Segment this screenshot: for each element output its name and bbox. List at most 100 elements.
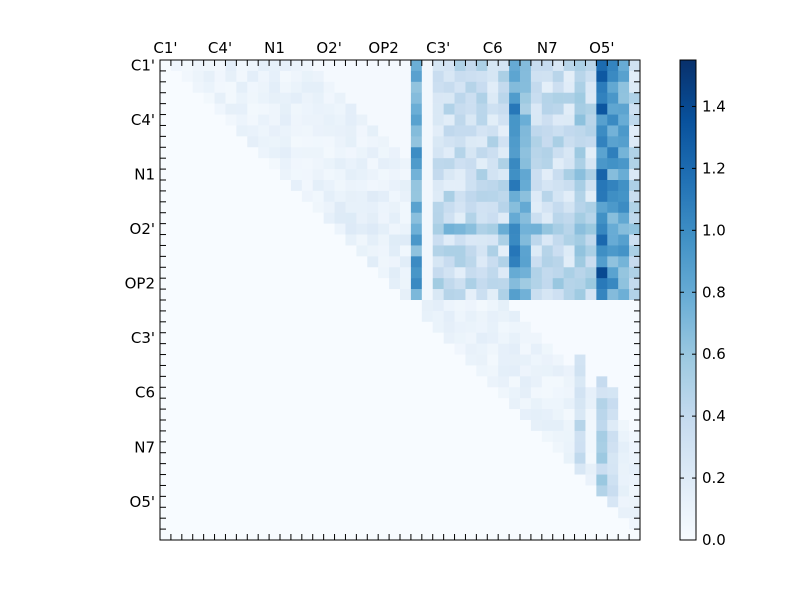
heatmap-cell [269,507,281,519]
heatmap-cell [203,289,215,301]
heatmap-cell [301,420,314,432]
heatmap-cell [596,70,608,83]
heatmap-cell [400,398,412,410]
heatmap-cell [280,310,292,323]
heatmap-cell [192,398,204,410]
heatmap-cell [509,289,521,301]
heatmap-cell [454,354,466,366]
heatmap-cell [225,212,237,224]
heatmap-cell [552,463,564,475]
x-tick-labels: C1' C4' N1 O2' OP2 C3' C6 N7 O5' [153,39,614,57]
heatmap-cell [421,321,434,334]
heatmap-cell [476,430,488,443]
heatmap-cell [269,529,281,541]
heatmap-cell [378,289,390,301]
y-tick-label: O5' [130,493,155,511]
heatmap-cell [530,507,543,519]
heatmap-cell [258,289,270,301]
heatmap-cell [378,441,390,454]
heatmap-cell [269,234,281,246]
heatmap-cell [454,169,466,181]
heatmap-cell [618,147,630,159]
heatmap-cell [498,420,510,432]
heatmap-cell [334,147,346,159]
heatmap-cell [530,190,543,203]
heatmap-cell [443,212,455,224]
heatmap-cell [334,430,346,443]
heatmap-cell [432,180,444,192]
heatmap-cell [312,387,324,399]
heatmap-cell [378,398,390,410]
heatmap-cell [192,343,204,355]
heatmap-cell [607,136,619,148]
heatmap-cell [400,70,412,83]
heatmap-cell [236,300,248,312]
heatmap-cell [160,125,172,137]
heatmap-cell [345,463,357,475]
heatmap-cell [530,343,543,355]
heatmap-cell [410,452,423,464]
heatmap-cell [258,256,270,268]
heatmap-cell [400,310,412,323]
heatmap-cell [498,365,510,377]
heatmap-cell [356,365,368,377]
heatmap-cell [247,420,259,432]
heatmap-cell [192,70,204,83]
y-tick-label: C4' [131,111,155,129]
heatmap-cell [334,496,346,508]
heatmap-cell [290,114,303,126]
heatmap-cell [181,529,194,541]
heatmap-cell [378,267,390,279]
heatmap-cell [378,125,390,137]
heatmap-cell [323,267,335,279]
heatmap-cell [498,70,510,83]
heatmap-cell [312,354,324,366]
heatmap-cell [367,147,379,159]
heatmap-cell [629,332,641,344]
heatmap-cell [258,365,270,377]
heatmap-cell [530,441,543,454]
heatmap-cell [258,409,270,421]
heatmap-cell [367,474,379,486]
heatmap-cell [225,485,237,497]
heatmap-cell [356,190,368,203]
heatmap-cell [574,518,586,530]
heatmap-cell [192,147,204,159]
heatmap-cell [454,103,466,115]
heatmap-cell [618,180,630,192]
heatmap-cell [629,387,641,399]
heatmap-cell [214,278,226,290]
heatmap-cell [410,354,423,366]
heatmap-cell [378,70,390,83]
heatmap-cell [367,398,379,410]
heatmap-cell [585,70,597,83]
heatmap-cell [356,223,368,235]
heatmap-cell [541,125,554,137]
heatmap-cell [607,474,619,486]
heatmap-cell [498,158,510,170]
heatmap-cell [421,103,434,115]
heatmap-cell [421,430,434,443]
heatmap-cell [192,300,204,312]
heatmap-cell [203,441,215,454]
heatmap-cell [160,103,172,115]
heatmap-cell [563,81,575,94]
heatmap-cell [454,496,466,508]
heatmap-cell [323,147,335,159]
heatmap-cell [312,289,324,301]
heatmap-cell [192,190,204,203]
y-tick-label: N1 [134,166,155,184]
x-tick-label: C6 [483,39,503,57]
heatmap-cell [323,474,335,486]
heatmap-cell [574,212,586,224]
heatmap-cell [160,332,172,344]
heatmap-cell [443,81,455,94]
heatmap-cell [563,234,575,246]
heatmap-cell [214,245,226,257]
heatmap-cell [203,234,215,246]
heatmap-cell [236,430,248,443]
heatmap-cell [367,212,379,224]
heatmap-cell [290,409,303,421]
heatmap-cell [629,300,641,312]
heatmap-cell [225,125,237,137]
